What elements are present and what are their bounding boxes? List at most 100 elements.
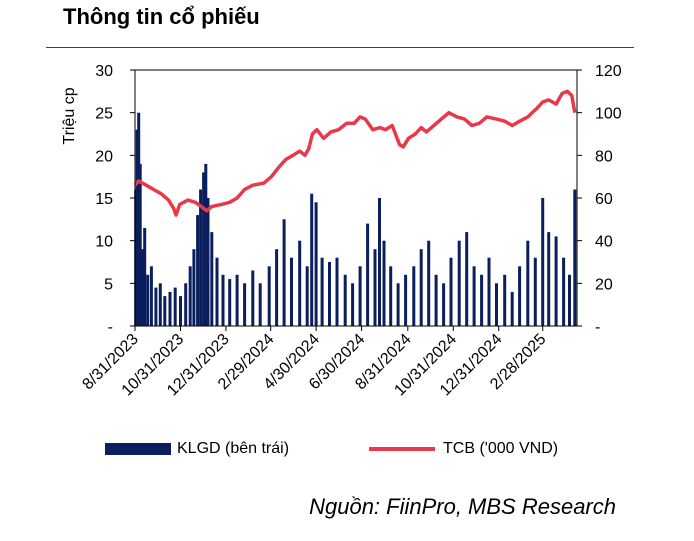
volume-bars xyxy=(134,112,577,326)
source-note: Nguồn: FiinPro, MBS Research xyxy=(309,494,616,519)
volume-bar xyxy=(573,189,577,326)
volume-bar xyxy=(465,232,469,326)
volume-bar xyxy=(541,198,545,326)
price-line xyxy=(133,89,577,217)
volume-bar xyxy=(442,283,446,326)
left-tick-label: 15 xyxy=(95,191,113,208)
volume-bar xyxy=(243,283,247,326)
volume-bar xyxy=(480,274,484,326)
volume-bar xyxy=(427,240,431,326)
volume-bar xyxy=(310,193,314,326)
volume-bar xyxy=(503,274,507,326)
volume-bar xyxy=(320,257,324,326)
volume-bar xyxy=(282,219,286,326)
volume-bar xyxy=(168,291,172,326)
volume-bar xyxy=(275,249,279,326)
volume-bar xyxy=(487,257,491,326)
volume-bar xyxy=(449,257,453,326)
chart-title: Thông tin cổ phiếu xyxy=(63,4,260,29)
price-line-layer xyxy=(133,89,577,217)
volume-bar xyxy=(146,274,150,326)
volume-bar xyxy=(518,266,522,326)
volume-bar xyxy=(351,283,355,326)
right-tick-label: 100 xyxy=(595,106,622,123)
left-tick-label: 5 xyxy=(104,276,113,293)
volume-bar xyxy=(554,236,558,326)
legend-label-volume: KLGD (bên trái) xyxy=(177,440,290,457)
volume-bar xyxy=(215,257,219,326)
right-tick-label: 80 xyxy=(595,148,613,165)
volume-bar xyxy=(154,287,158,326)
volume-bar xyxy=(290,257,293,326)
volume-bar xyxy=(202,172,206,326)
volume-bar xyxy=(199,189,203,326)
volume-bar xyxy=(472,266,476,326)
volume-bar xyxy=(184,283,188,326)
right-tick-label: 60 xyxy=(595,191,613,208)
volume-bar xyxy=(158,283,162,326)
volume-bar xyxy=(173,287,177,326)
volume-bar xyxy=(149,266,153,326)
volume-bar xyxy=(192,249,196,326)
volume-bar xyxy=(382,240,386,326)
volume-bar xyxy=(328,262,331,326)
volume-bar xyxy=(389,266,393,326)
right-tick-label: 40 xyxy=(595,234,613,251)
volume-bar xyxy=(138,163,142,326)
volume-bar xyxy=(204,163,208,326)
title-divider xyxy=(46,47,634,48)
volume-bar xyxy=(258,283,262,326)
volume-bar xyxy=(547,232,551,326)
volume-bar xyxy=(188,266,192,326)
x-axis-ticks: 8/31/202310/31/202312/31/20232/29/20244/… xyxy=(79,326,550,399)
volume-bar xyxy=(526,240,530,326)
volume-bar xyxy=(510,291,514,326)
volume-bar xyxy=(235,274,239,326)
volume-bar xyxy=(568,274,571,326)
volume-bar xyxy=(366,223,370,326)
legend-item-volume: KLGD (bên trái) xyxy=(105,440,289,458)
volume-bar xyxy=(221,274,225,326)
volume-bar xyxy=(228,279,232,326)
volume-bar xyxy=(179,296,182,326)
volume-bar xyxy=(562,257,566,326)
volume-bar xyxy=(335,257,339,326)
right-tick-label: 120 xyxy=(595,63,622,80)
volume-bar xyxy=(343,274,347,326)
volume-bar xyxy=(141,249,144,326)
volume-bar xyxy=(419,249,423,326)
left-tick-label: 25 xyxy=(95,106,113,123)
legend-swatch-line xyxy=(369,447,435,451)
volume-bar xyxy=(251,270,255,326)
right-tick-label: - xyxy=(595,319,600,336)
right-tick-label: 20 xyxy=(595,276,613,293)
volume-bar xyxy=(457,240,461,326)
volume-bar xyxy=(533,257,537,326)
volume-bar xyxy=(358,266,362,326)
volume-bar xyxy=(434,274,438,326)
volume-bar xyxy=(210,232,214,326)
left-tick-label: 30 xyxy=(95,63,113,80)
volume-bar xyxy=(206,198,210,326)
legend-label-price: TCB ('000 VND) xyxy=(443,440,559,457)
left-axis-label: Triệu cp xyxy=(61,87,78,144)
volume-bar xyxy=(298,240,302,326)
left-tick-label: - xyxy=(108,319,113,336)
volume-bar xyxy=(143,227,147,326)
volume-bar xyxy=(314,202,318,326)
volume-bar xyxy=(378,198,381,326)
legend-swatch-bar xyxy=(105,443,171,455)
volume-bar xyxy=(495,283,498,326)
volume-bar xyxy=(412,266,416,326)
left-axis-ticks: - 5 10 15 20 25 30 xyxy=(95,63,135,336)
legend-item-price: TCB ('000 VND) xyxy=(369,440,558,458)
volume-bar xyxy=(267,266,271,326)
volume-bar xyxy=(163,296,167,326)
left-tick-label: 10 xyxy=(95,234,113,251)
left-tick-label: 20 xyxy=(95,148,113,165)
volume-bar xyxy=(305,266,309,326)
volume-bar xyxy=(196,215,200,326)
volume-bar xyxy=(396,283,400,326)
right-axis-ticks: - 20 40 60 80 100 120 xyxy=(577,63,622,336)
combo-chart: - 5 10 15 20 25 30 - 20 40 60 80 100 120 8/31/202310… xyxy=(61,63,622,399)
